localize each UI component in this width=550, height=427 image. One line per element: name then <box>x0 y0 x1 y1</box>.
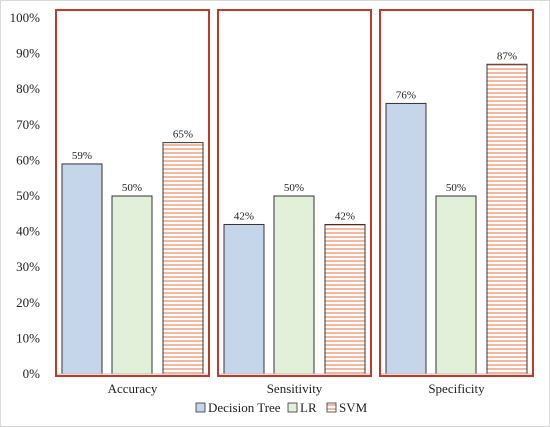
y-axis: 0% 10% 20% 30% 40% 50% 60% 70% 80% 90% 100% <box>10 10 41 381</box>
legend-swatch-lr <box>287 402 298 413</box>
category-group-sensitivity: 42% 50% 42% Sensitivity <box>217 9 372 396</box>
y-tick-label: 0% <box>23 366 41 381</box>
data-label: 50% <box>284 182 304 194</box>
x-tick-label: Sensitivity <box>267 381 323 396</box>
bar-decision-tree-accuracy <box>61 163 103 375</box>
category-box <box>55 9 210 377</box>
legend: Decision Tree LR SVM <box>195 400 368 415</box>
legend-label-svm: SVM <box>339 400 368 415</box>
data-label: 42% <box>335 210 355 222</box>
data-label: 65% <box>173 129 193 141</box>
data-label: 50% <box>446 182 466 194</box>
category-box <box>217 9 372 377</box>
y-tick-label: 50% <box>16 188 40 203</box>
bar-lr-specificity <box>435 195 477 375</box>
bar-svm-sensitivity <box>324 223 366 375</box>
bar-decision-tree-specificity <box>385 102 427 375</box>
y-tick-label: 10% <box>16 330 40 345</box>
y-tick-label: 30% <box>16 259 40 274</box>
bar-lr-accuracy <box>111 195 153 375</box>
bar-svm-specificity <box>486 63 528 375</box>
bar-lr-sensitivity <box>273 195 315 375</box>
legend-swatch-decision-tree <box>195 402 206 413</box>
y-tick-label: 90% <box>16 46 40 61</box>
data-label: 76% <box>396 89 416 101</box>
data-label: 50% <box>122 182 142 194</box>
legend-label-lr: LR <box>300 400 317 415</box>
y-tick-label: 80% <box>16 81 40 96</box>
legend-swatch-svm <box>326 402 337 413</box>
data-label: 42% <box>234 210 254 222</box>
category-group-accuracy: 59% 50% 65% Accuracy <box>55 9 210 396</box>
y-tick-label: 40% <box>16 224 40 239</box>
bar-decision-tree-sensitivity <box>223 223 265 375</box>
data-label: 59% <box>72 150 92 162</box>
data-label: 87% <box>497 50 517 62</box>
bar-svm-accuracy <box>162 142 204 375</box>
legend-label-decision-tree: Decision Tree <box>208 400 281 415</box>
y-tick-label: 60% <box>16 152 40 167</box>
category-groups: 59% 50% 65% Accuracy 42% 50% 42% Sensitivity 76%… <box>55 9 534 396</box>
x-tick-label: Specificity <box>428 381 485 396</box>
y-tick-label: 20% <box>16 295 40 310</box>
y-tick-label: 70% <box>16 117 40 132</box>
category-box <box>379 9 534 377</box>
y-tick-label: 100% <box>10 10 41 25</box>
x-tick-label: Accuracy <box>108 381 158 396</box>
category-group-specificity: 76% 50% 87% Specificity <box>379 9 534 396</box>
